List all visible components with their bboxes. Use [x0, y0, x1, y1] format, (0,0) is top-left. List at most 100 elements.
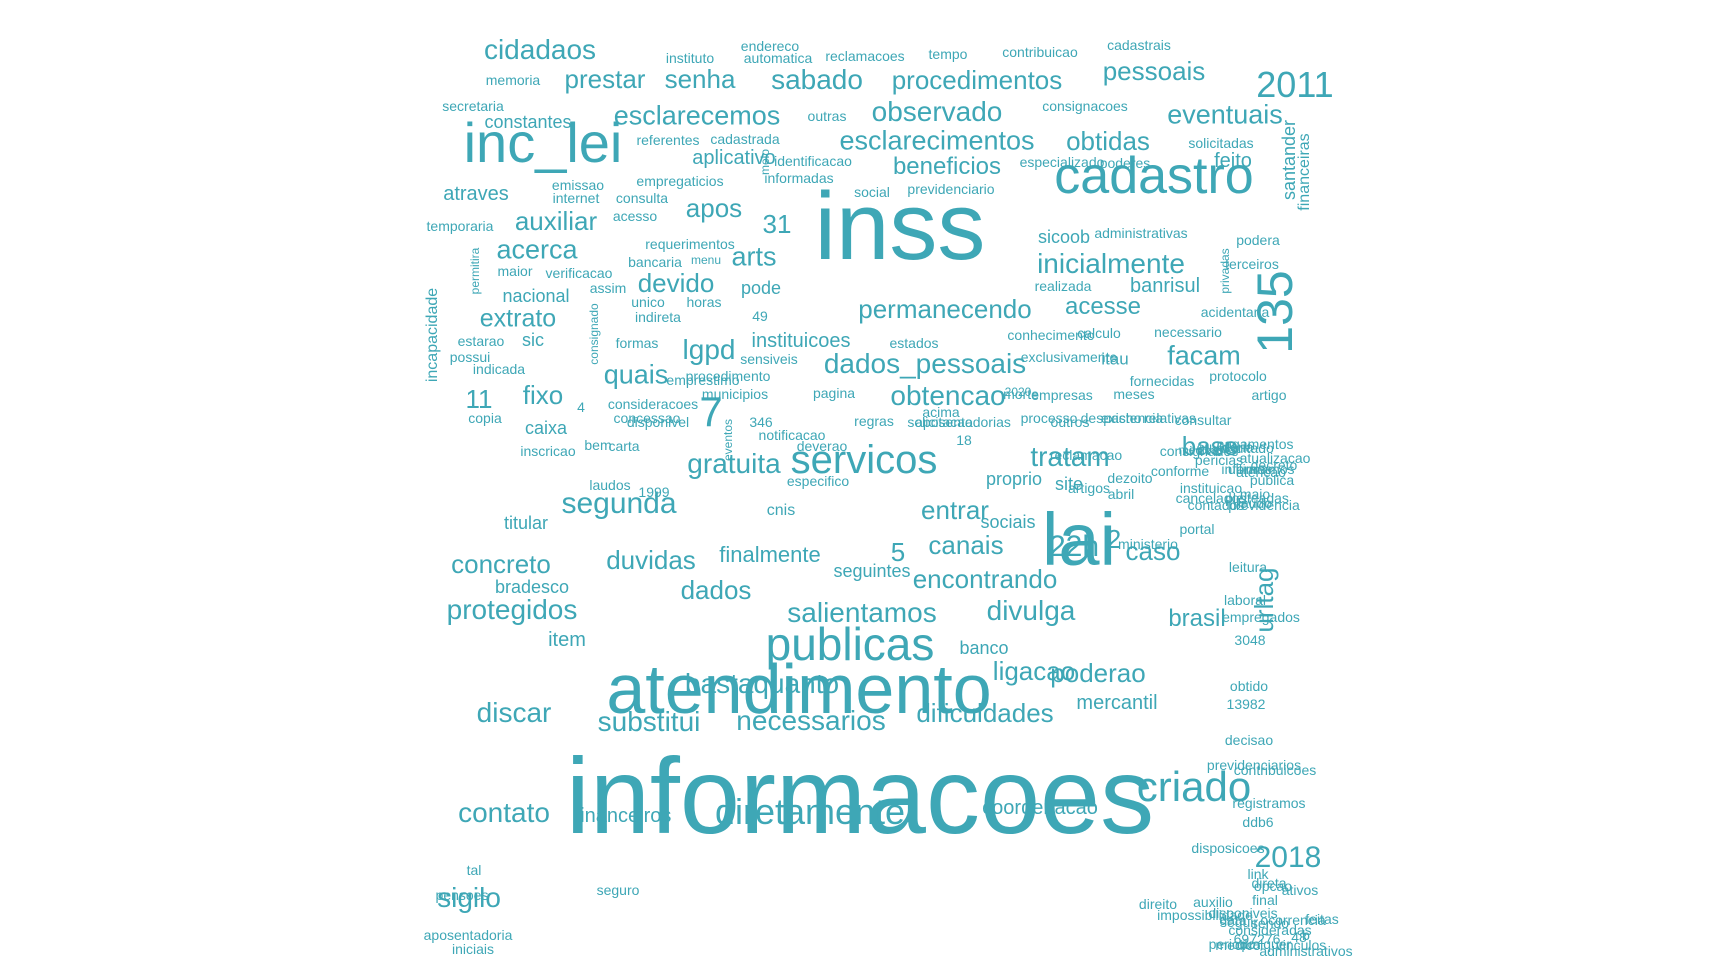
cloud-word: laudos — [589, 477, 631, 493]
cloud-word: facam — [1167, 340, 1241, 371]
cloud-word: tratam — [1030, 441, 1110, 472]
cloud-word: previdenciario — [907, 181, 995, 197]
cloud-word: qualquer — [1236, 936, 1292, 952]
cloud-word: conhecimento — [1007, 327, 1095, 343]
cloud-word: data — [1219, 912, 1247, 928]
cloud-word: especializado — [1019, 154, 1105, 170]
cloud-word: devido — [637, 268, 715, 298]
cloud-word: feitas — [1305, 911, 1339, 927]
cloud-word: formas — [615, 335, 659, 351]
cloud-word: senha — [664, 64, 736, 94]
cloud-word: instituto — [665, 50, 715, 66]
cloud-word: administrativos — [1259, 943, 1353, 959]
cloud-word: consulta — [615, 190, 669, 206]
cloud-word: requerimentos — [645, 236, 735, 252]
cloud-word: 697276 — [1233, 931, 1281, 947]
cloud-word: beneficios — [892, 153, 1002, 180]
cloud-word: prestar — [564, 64, 646, 94]
cloud-word: verificacao — [545, 265, 613, 281]
cloud-word: terceiros — [1225, 256, 1279, 272]
cloud-word: diretamente — [714, 791, 906, 832]
cloud-word: seguir — [1219, 914, 1259, 930]
cloud-word: leitura — [1228, 559, 1268, 575]
cloud-word: exclusivamente — [1020, 349, 1118, 365]
cloud-word: protocolo — [1209, 368, 1267, 384]
cloud-word: site — [1054, 474, 1084, 494]
cloud-word: informadas — [764, 170, 834, 186]
cloud-word: opcao — [1253, 878, 1293, 894]
cloud-word: artigos — [1067, 480, 1111, 496]
cloud-word: medico — [1215, 937, 1261, 953]
cloud-word: empresas — [1031, 387, 1093, 403]
cloud-word: sensiveis — [740, 351, 798, 367]
cloud-word: canais — [928, 530, 1004, 560]
cloud-word: possui — [449, 349, 491, 365]
cloud-word: outros — [1050, 414, 1090, 430]
cloud-word: pericias — [1194, 452, 1244, 468]
cloud-word: eventuais — [1167, 99, 1283, 130]
cloud-word: obtido — [1229, 678, 1269, 694]
cloud-word: consultar — [1174, 412, 1232, 428]
cloud-word: identificacao — [774, 153, 852, 169]
cloud-word: meses — [1113, 386, 1155, 402]
cloud-word: consideracoes — [607, 396, 699, 412]
cloud-word: acesse — [1064, 293, 1142, 320]
cloud-word: ddb6 — [1242, 814, 1274, 830]
cloud-word: observado — [871, 96, 1003, 127]
cloud-word: sic — [522, 330, 544, 350]
cloud-word: memoria — [485, 72, 541, 88]
cloud-word: privadas — [1218, 248, 1232, 294]
cloud-word: contados — [1187, 497, 1245, 513]
cloud-word: deverao — [796, 438, 848, 454]
cloud-word: carta — [608, 438, 640, 454]
cloud-word: sendo — [1250, 915, 1290, 931]
cloud-word: finalmente — [719, 542, 821, 567]
cloud-word: processo — [1020, 410, 1078, 426]
cloud-word: consignado — [587, 303, 601, 365]
cloud-word: referentes — [636, 132, 700, 148]
cloud-word: horas — [686, 294, 722, 310]
cloud-word: medicas — [1178, 443, 1224, 457]
cloud-word: incapacidade — [424, 287, 441, 383]
cloud-word: b — [1302, 927, 1310, 943]
cloud-word: reclamacoes — [825, 48, 905, 64]
cloud-word: permanecendo — [858, 294, 1032, 324]
cloud-word: empregados — [1222, 609, 1300, 625]
cloud-word: nacional — [502, 286, 570, 306]
cloud-word: esclarecimentos — [839, 125, 1035, 156]
cloud-word: atencao — [1236, 464, 1286, 480]
cloud-word: indicada — [472, 361, 526, 377]
cloud-word: procedimentos — [891, 65, 1063, 95]
cloud-word: encontrando — [912, 564, 1058, 594]
cloud-word: 5 — [890, 537, 906, 567]
cloud-word: acerca — [496, 234, 578, 265]
cloud-word: 7 — [699, 388, 723, 435]
cloud-word: segunda — [561, 487, 677, 520]
cloud-word: mercantil — [1076, 692, 1158, 714]
cloud-word: pode — [740, 278, 782, 298]
cloud-word: caso — [1125, 536, 1181, 566]
cloud-word: artigo — [1251, 387, 1287, 403]
cloud-word: pleiteadas — [1225, 490, 1289, 506]
cloud-word: duvidas — [606, 545, 696, 575]
cloud-word: cnis — [766, 502, 796, 519]
cloud-word: cadastro — [1054, 147, 1254, 205]
cloud-word: dados — [680, 575, 752, 605]
cloud-word: fornecidas — [1129, 373, 1195, 389]
cloud-word: 2020 — [1004, 385, 1032, 399]
cloud-word: direta — [1251, 875, 1287, 891]
cloud-word: contribuicoes — [1233, 762, 1317, 778]
cloud-word: procedimento — [685, 368, 771, 384]
cloud-word: discar — [476, 697, 552, 728]
cloud-word: criado — [1136, 763, 1252, 810]
cloud-word: regras — [854, 413, 894, 429]
cloud-word: divulga — [986, 595, 1076, 626]
cloud-word: despacho — [1080, 410, 1142, 426]
cloud-word: 346 — [749, 414, 773, 430]
cloud-word: 2011 — [1256, 64, 1334, 105]
cloud-word: sigilo — [437, 882, 501, 913]
cloud-word: 2 — [1106, 524, 1122, 554]
cloud-word: estados — [889, 335, 939, 351]
cloud-word: relativas — [1143, 410, 1197, 426]
cloud-word: registramos — [1232, 795, 1306, 811]
